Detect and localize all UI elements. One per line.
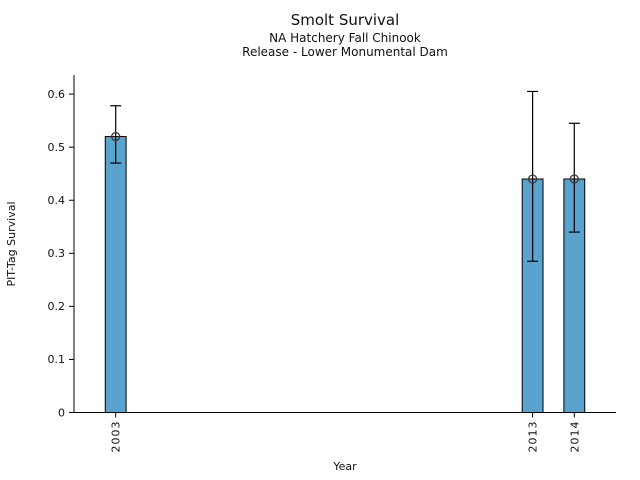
x-tick-label: 2013 [527, 421, 540, 453]
y-tick-label: 0.6 [48, 88, 66, 101]
point-marker [569, 174, 579, 184]
y-tick-label: 0.2 [48, 300, 66, 313]
y-tick-label: 0.4 [48, 194, 66, 207]
y-tick-label: 0.3 [48, 247, 66, 260]
chart-subtitle-line1: NA Hatchery Fall Chinook [269, 31, 421, 45]
chart-title: Smolt Survival [290, 11, 400, 29]
chart-subtitle-line2: Release - Lower Monumental Dam [242, 45, 448, 59]
x-axis-label: Year [333, 460, 357, 473]
y-tick-label: 0 [58, 406, 65, 419]
x-tick-label: 2014 [568, 421, 581, 453]
y-tick-label: 0.1 [48, 353, 66, 366]
point-marker [527, 174, 538, 184]
x-tick-label: 2003 [110, 421, 123, 453]
y-tick-label: 0.5 [48, 141, 66, 154]
bar-2003 [104, 136, 127, 413]
point-marker [111, 131, 121, 142]
